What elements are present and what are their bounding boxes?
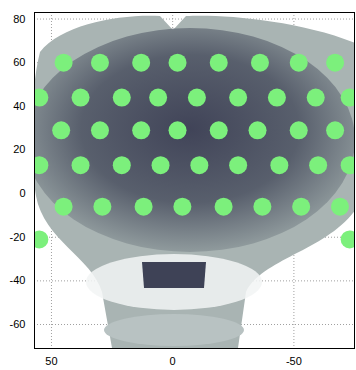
svg-text:0: 0 <box>19 187 25 199</box>
svg-text:-20: -20 <box>10 231 26 243</box>
svg-text:0: 0 <box>170 355 176 367</box>
svg-text:40: 40 <box>13 100 25 112</box>
svg-text:60: 60 <box>13 56 25 68</box>
svg-text:20: 20 <box>13 143 25 155</box>
svg-text:80: 80 <box>13 13 25 25</box>
svg-text:-50: -50 <box>286 355 302 367</box>
svg-text:-60: -60 <box>10 318 26 330</box>
svg-text:-40: -40 <box>10 274 26 286</box>
svg-text:50: 50 <box>45 355 57 367</box>
